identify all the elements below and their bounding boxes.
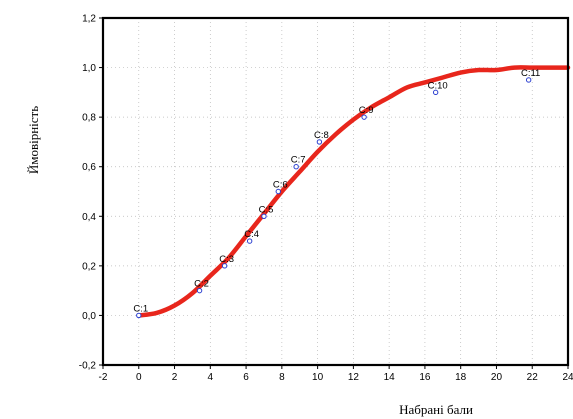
x-axis-title: Набрані бали bbox=[399, 402, 473, 417]
x-tick-label: 18 bbox=[455, 372, 467, 383]
curve-layer bbox=[136, 65, 571, 318]
data-point-label: C:6 bbox=[273, 180, 288, 191]
data-point bbox=[246, 238, 253, 244]
data-point bbox=[221, 263, 228, 269]
x-tick-label: 8 bbox=[279, 372, 285, 383]
x-tick-label: 16 bbox=[419, 372, 431, 383]
x-tick-label: 24 bbox=[562, 372, 573, 383]
x-tick-label: 10 bbox=[312, 372, 324, 383]
y-tick-label: 1,2 bbox=[82, 14, 96, 25]
y-axis-title: Ймовірність bbox=[26, 106, 41, 174]
data-point-label: C:4 bbox=[244, 229, 259, 240]
y-tick-label: 0,4 bbox=[82, 212, 96, 223]
data-point-label: C:11 bbox=[521, 68, 540, 79]
y-tick-label: -0,2 bbox=[79, 361, 97, 372]
data-point bbox=[316, 139, 323, 145]
data-point bbox=[361, 114, 367, 120]
data-point-label: C:1 bbox=[133, 303, 148, 314]
fitted-curve bbox=[136, 65, 571, 318]
data-point-label: C:8 bbox=[314, 130, 329, 141]
data-point-label: C:2 bbox=[194, 279, 209, 290]
data-point bbox=[525, 77, 532, 83]
x-tick-label: 22 bbox=[527, 372, 539, 383]
ticks-layer: -2 0 2 4 6 8 10 12 14 16 18 20 22 24-0,20,00,20,40,60… bbox=[79, 14, 573, 384]
data-point-label: C:9 bbox=[359, 105, 374, 116]
data-point bbox=[261, 213, 267, 219]
x-tick-label: -2 bbox=[99, 372, 108, 383]
x-tick-label: 6 bbox=[243, 372, 249, 383]
data-point bbox=[275, 188, 281, 195]
y-tick-label: 1,0 bbox=[82, 63, 96, 74]
data-point bbox=[432, 89, 439, 96]
points-layer: C:1 C:2 C:3 C:4 C:5 C:6 C:7 C:8 C:9 C:10 C:11 bbox=[133, 68, 540, 319]
x-tick-label: 14 bbox=[384, 372, 396, 383]
data-point bbox=[293, 164, 299, 170]
plot-frame bbox=[101, 16, 570, 367]
x-tick-label: 4 bbox=[208, 372, 214, 383]
y-tick-label: 0,6 bbox=[82, 162, 96, 173]
x-tick-label: 12 bbox=[348, 372, 360, 383]
x-tick-label: 20 bbox=[491, 372, 503, 383]
y-tick-label: 0,8 bbox=[82, 113, 96, 124]
data-point-label: C:3 bbox=[219, 254, 234, 265]
data-point bbox=[136, 312, 142, 319]
x-tick-label: 2 bbox=[172, 372, 178, 383]
y-tick-label: 0,2 bbox=[82, 261, 96, 272]
data-point bbox=[196, 287, 203, 294]
data-point-label: C:7 bbox=[291, 155, 306, 166]
data-point-label: C:5 bbox=[259, 204, 274, 215]
y-tick-label: 0,0 bbox=[82, 311, 96, 322]
x-tick-label: 0 bbox=[136, 372, 142, 383]
data-point-label: C:10 bbox=[428, 80, 448, 91]
